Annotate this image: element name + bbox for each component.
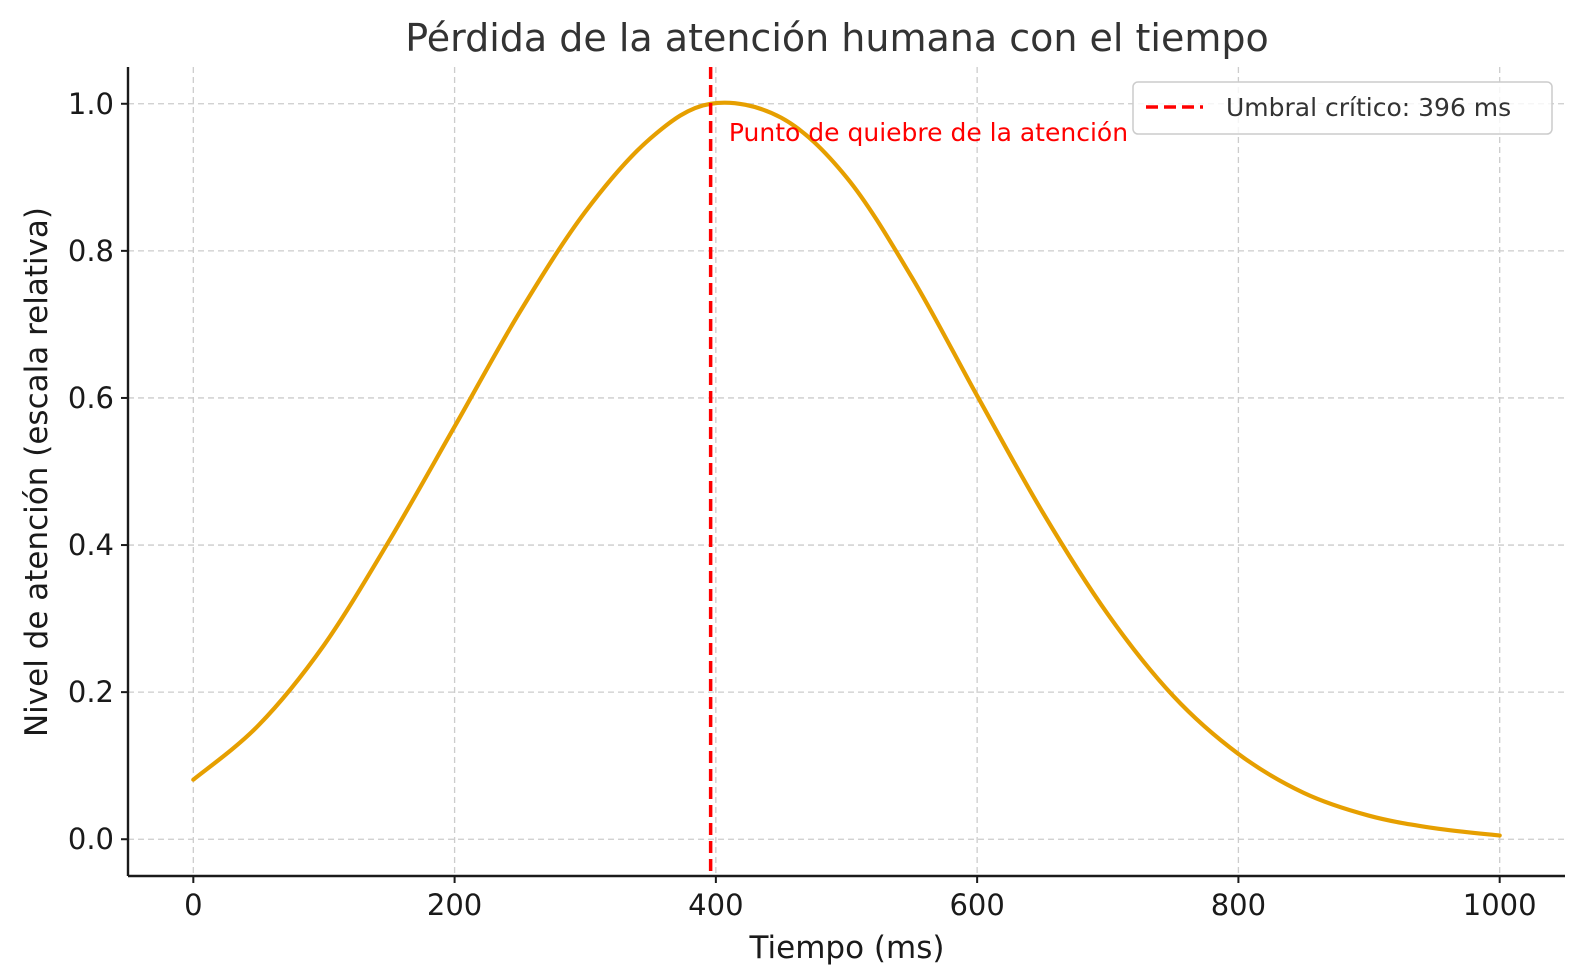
legend-label: Umbral crítico: 396 ms — [1226, 93, 1511, 122]
annotation: Punto de quiebre de la atención — [729, 118, 1128, 147]
grid — [128, 67, 1565, 876]
x-tick-label: 400 — [688, 888, 743, 922]
ticks: 0 200 400 600 800 1000 0.0 0.2 0.4 0.6 0.8 1.0 — [68, 87, 1537, 922]
marks — [191, 67, 1502, 876]
attention-curve — [191, 100, 1502, 838]
y-tick-label: 0.2 — [68, 675, 114, 709]
x-axis-label: Tiempo (ms) — [749, 930, 945, 966]
y-tick-label: 0.4 — [68, 528, 114, 562]
x-tick-label: 800 — [1211, 888, 1266, 922]
y-tick-label: 0.0 — [68, 822, 114, 856]
y-tick-label: 0.6 — [68, 381, 114, 415]
legend: Umbral crítico: 396 ms — [1132, 81, 1553, 135]
y-tick-label: 0.8 — [68, 234, 114, 268]
y-axis-label: Nivel de atención (escala relativa) — [19, 207, 55, 737]
chart-title: Pérdida de la atención humana con el tie… — [405, 16, 1269, 60]
x-tick-label: 200 — [427, 888, 482, 922]
y-tick-label: 1.0 — [68, 87, 114, 121]
x-tick-label: 0 — [184, 888, 202, 922]
x-tick-label: 1000 — [1463, 888, 1537, 922]
x-tick-label: 600 — [949, 888, 1004, 922]
legend-box — [1132, 81, 1553, 135]
